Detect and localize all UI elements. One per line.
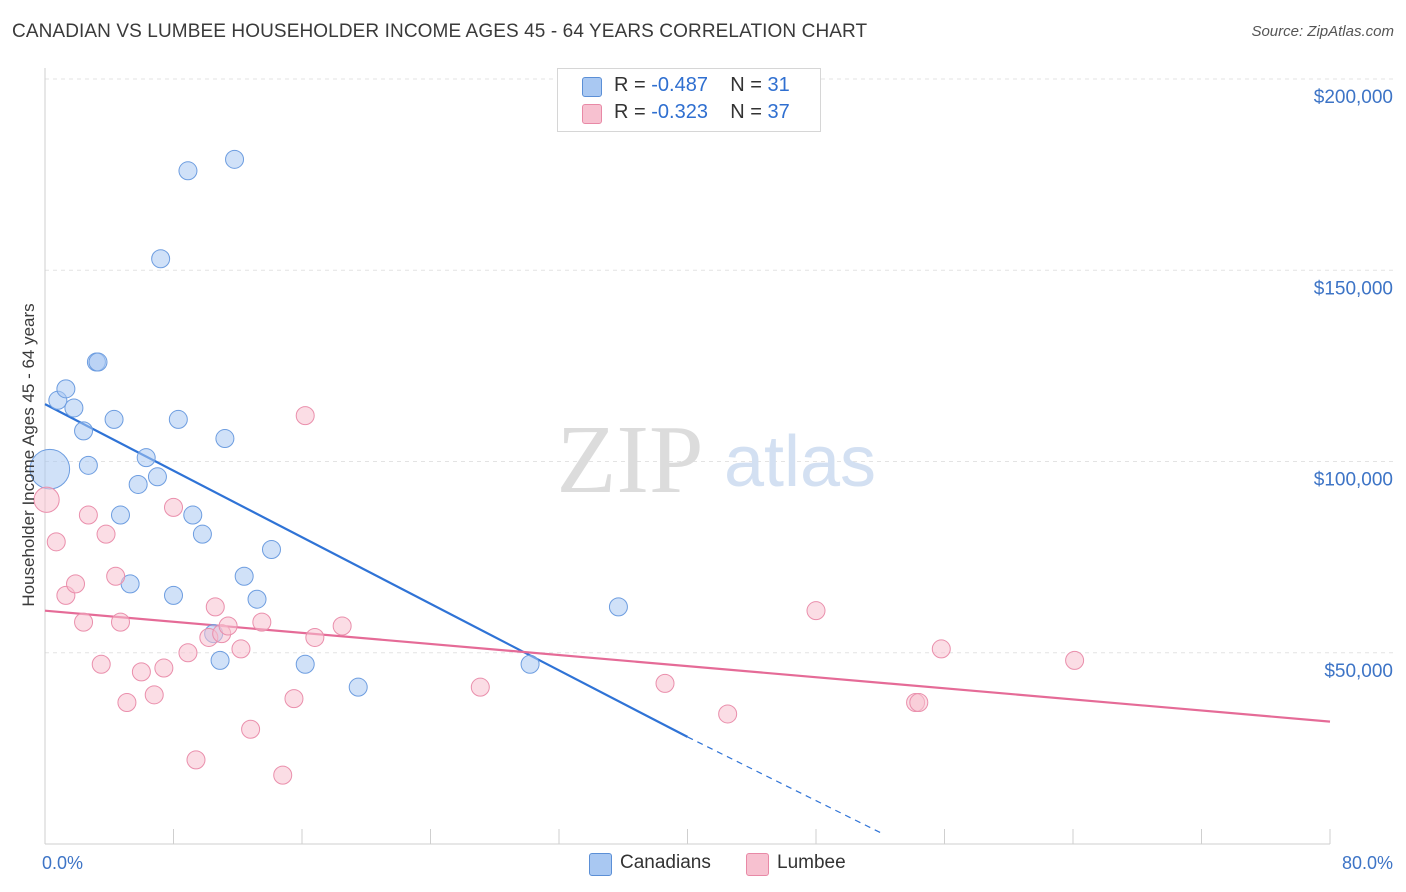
data-point xyxy=(332,616,352,636)
data-point xyxy=(295,406,315,426)
data-point xyxy=(273,765,293,785)
data-point xyxy=(131,662,151,682)
data-point xyxy=(348,677,368,697)
r-value-canadians: -0.487 xyxy=(651,74,708,96)
data-point xyxy=(1065,650,1085,670)
lumbee-legend-swatch xyxy=(746,853,769,876)
data-point xyxy=(74,421,94,441)
lumbee-swatch xyxy=(582,104,602,124)
data-point xyxy=(608,597,628,617)
data-point xyxy=(144,685,164,705)
data-point xyxy=(91,654,111,674)
data-point xyxy=(164,585,183,605)
data-point xyxy=(470,677,490,697)
data-point xyxy=(718,704,738,724)
data-point xyxy=(178,643,198,663)
data-point xyxy=(151,249,171,269)
n-label: N = xyxy=(730,74,762,96)
data-point xyxy=(110,505,130,525)
data-point xyxy=(218,616,238,636)
data-point xyxy=(168,409,188,429)
x-axis-ticks: 0.0% 80.0% xyxy=(42,853,1393,873)
watermark-zip: ZIP xyxy=(557,406,704,514)
data-point xyxy=(655,673,675,693)
canadians-legend-label: Canadians xyxy=(620,852,711,873)
r-label: R = xyxy=(614,101,646,123)
data-point xyxy=(186,750,206,770)
y-tick-label: $200,000 xyxy=(1314,87,1393,108)
data-point xyxy=(56,379,76,399)
data-point xyxy=(64,398,84,418)
n-value-canadians: 31 xyxy=(767,74,790,96)
r-label: R = xyxy=(614,74,646,96)
data-point xyxy=(117,692,137,712)
series-lumbee xyxy=(33,406,1085,785)
data-point xyxy=(192,524,212,544)
data-point xyxy=(261,539,281,559)
data-point xyxy=(88,352,108,372)
data-point xyxy=(284,689,304,709)
data-point xyxy=(909,692,929,712)
data-point xyxy=(104,409,124,429)
data-point xyxy=(295,654,315,674)
data-point xyxy=(78,455,98,475)
watermark-atlas: atlas xyxy=(724,422,876,502)
data-point xyxy=(252,612,272,632)
data-point xyxy=(247,589,267,609)
data-point xyxy=(147,467,167,487)
data-point xyxy=(806,601,826,621)
data-point xyxy=(136,448,156,468)
y-tick-label: $150,000 xyxy=(1314,278,1393,299)
data-point xyxy=(74,612,94,632)
data-point xyxy=(46,532,66,552)
data-point xyxy=(164,497,183,517)
n-label: N = xyxy=(730,101,762,123)
trend-line-lumbee xyxy=(44,609,1331,723)
data-point xyxy=(205,597,225,617)
data-point xyxy=(215,429,235,449)
y-axis-ticks: $50,000 $100,000 $150,000 $200,000 xyxy=(1314,87,1393,682)
y-axis-label: Householder Income Ages 45 - 64 years xyxy=(19,303,38,606)
chart-title: CANADIAN VS LUMBEE HOUSEHOLDER INCOME AG… xyxy=(12,21,868,42)
n-value-lumbee: 37 xyxy=(767,101,790,123)
data-point xyxy=(66,574,86,594)
y-tick-label: $100,000 xyxy=(1314,470,1393,491)
canadians-legend-swatch xyxy=(589,853,612,876)
data-point xyxy=(178,161,198,181)
data-point xyxy=(931,639,951,659)
watermark: ZIP atlas xyxy=(557,406,877,514)
data-point xyxy=(210,650,230,670)
data-point xyxy=(305,627,325,647)
data-point xyxy=(241,719,261,739)
x-tick-label: 0.0% xyxy=(42,853,83,873)
data-point xyxy=(520,654,540,674)
data-point xyxy=(96,524,116,544)
correlation-legend: R = -0.487 N = 31 R = -0.323 N = 37 xyxy=(557,68,821,132)
data-point xyxy=(33,486,60,513)
data-point xyxy=(231,639,251,659)
trend-extension-canadians xyxy=(687,736,881,834)
canadians-swatch xyxy=(582,77,602,97)
r-value-lumbee: -0.323 xyxy=(651,101,708,123)
data-point xyxy=(106,566,126,586)
source-credit: Source: ZipAtlas.com xyxy=(1251,23,1394,40)
data-point xyxy=(225,149,245,169)
data-point xyxy=(183,505,203,525)
lumbee-legend-label: Lumbee xyxy=(777,852,846,873)
data-point xyxy=(110,612,130,632)
x-tick-label: 80.0% xyxy=(1342,853,1393,873)
data-point xyxy=(78,505,98,525)
y-tick-label: $50,000 xyxy=(1324,661,1393,682)
data-point xyxy=(128,474,148,494)
data-points xyxy=(29,149,1085,785)
data-point xyxy=(154,658,174,678)
gridlines xyxy=(45,78,1395,654)
data-point xyxy=(234,566,254,586)
